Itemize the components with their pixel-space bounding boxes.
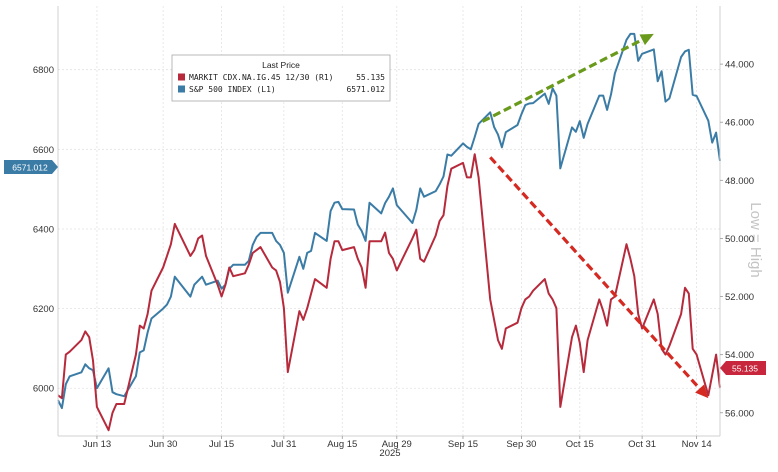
last-value-tag-left: 6571.012 — [4, 160, 58, 174]
legend-swatch-spx — [178, 85, 185, 93]
annotation-layer — [481, 33, 709, 399]
left-tick-label: 6600 — [33, 145, 54, 156]
x-tick-label: Jun 30 — [149, 439, 178, 450]
right-axis-label: Low = High — [747, 202, 764, 277]
series-line-cdx — [57, 153, 721, 432]
right-tick-label: 52.000 — [725, 292, 754, 303]
legend-box — [171, 54, 391, 102]
x-tick-label: Sep 15 — [448, 439, 478, 450]
x-tick-label: Aug 29 — [382, 439, 412, 450]
series-line-spx — [57, 32, 721, 410]
legend-swatch-cdx — [178, 73, 185, 81]
x-tick-label: Jun 13 — [83, 439, 112, 450]
legend-title: Last Price — [262, 60, 300, 70]
x-tick-label: Oct 31 — [628, 439, 656, 450]
last-value-tag-left-text: 6571.012 — [12, 163, 48, 173]
x-tick-label: Jul 31 — [271, 439, 296, 450]
legend-entry-cdx-name: MARKIT CDX.NA.IG.45 12/30 (R1) — [189, 73, 334, 82]
x-tick-label: Nov 14 — [682, 439, 712, 450]
right-tick-label: 50.000 — [725, 234, 754, 245]
series-layer — [57, 32, 721, 432]
x-tick-label: Aug 15 — [327, 439, 357, 450]
legend-entry-spx-value: 6571.012 — [346, 85, 385, 94]
left-tick-label: 6000 — [33, 384, 54, 395]
left-tick-label: 6400 — [33, 224, 54, 235]
last-value-tag-right: 55.135 — [720, 361, 766, 375]
trend-arrow-up — [481, 33, 654, 123]
last-value-tag-right-text: 55.135 — [732, 364, 758, 374]
x-axis-ticks: Jun 13 Jun 30 Jul 15 Jul 31 Aug 15 Aug 29 Sep … — [83, 436, 712, 450]
right-tick-label: 44.000 — [725, 60, 754, 71]
right-tick-label: 54.000 — [725, 350, 754, 361]
legend: Last Price MARKIT CDX.NA.IG.45 12/30 (R1… — [171, 54, 391, 102]
trend-arrow-down — [489, 156, 709, 399]
right-axis-ticks: 44.000 46.000 48.000 50.000 52.000 54.000 56.0… — [720, 60, 754, 419]
left-axis-ticks: 6000 6200 6400 6600 6800 — [33, 65, 54, 395]
legend-entry-cdx-value: 55.135 — [356, 73, 385, 82]
right-tick-label: 48.000 — [725, 176, 754, 187]
left-tick-label: 6200 — [33, 304, 54, 315]
legend-entry-spx-name: S&P 500 INDEX (L1) — [189, 85, 276, 94]
right-tick-label: 56.000 — [725, 408, 754, 419]
x-axis-year-label: 2025 — [379, 448, 400, 459]
right-tick-label: 46.000 — [725, 118, 754, 129]
x-tick-label: Oct 15 — [566, 439, 594, 450]
left-tick-label: 6800 — [33, 65, 54, 76]
x-tick-label: Jul 15 — [209, 439, 234, 450]
x-tick-label: Sep 30 — [506, 439, 536, 450]
